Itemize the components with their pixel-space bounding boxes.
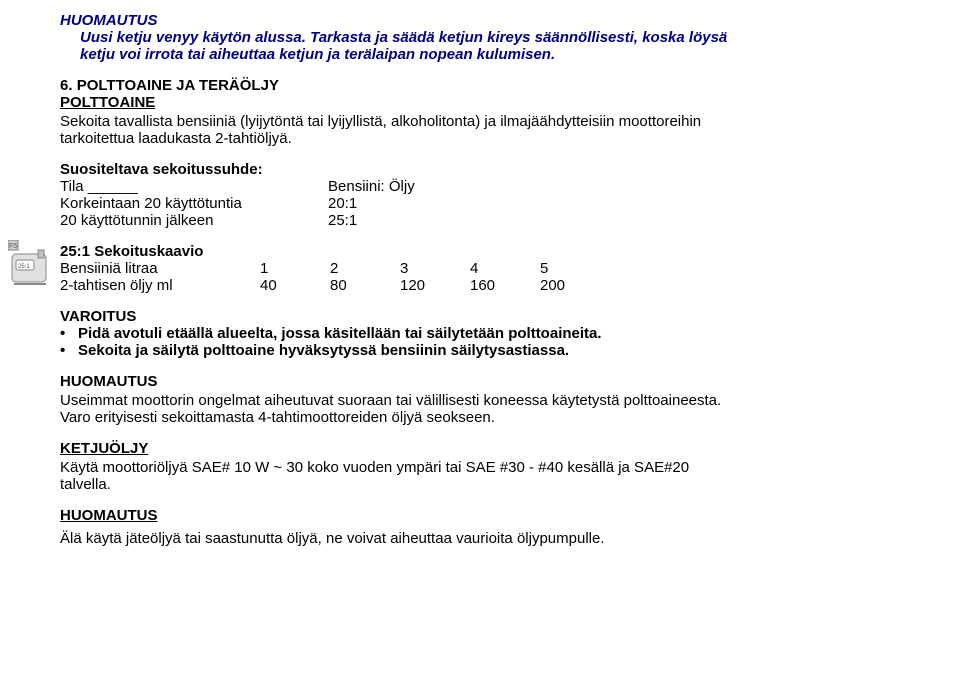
- mix-cell: 1: [260, 260, 330, 277]
- mix-cell: 5: [540, 260, 610, 277]
- paragraph-line: talvella.: [60, 476, 900, 493]
- bullet-icon: •: [60, 325, 78, 342]
- mix-row-label: 2-tahtisen öljy ml: [60, 277, 260, 294]
- section-subtitle: POLTTOAINE: [60, 94, 155, 111]
- paragraph-line: Sekoita tavallista bensiiniä (lyijytöntä…: [60, 113, 900, 130]
- mix-row-label: Bensiiniä litraa: [60, 260, 260, 277]
- chainoil-title: KETJUÖLJY: [60, 440, 900, 457]
- warning-item: Sekoita ja säilytä polttoaine hyväksytys…: [78, 342, 569, 359]
- ratio-tila-label: Tila ______: [60, 178, 320, 195]
- mix-heading: 25:1 Sekoituskaavio: [60, 243, 900, 260]
- mix-cell: 40: [260, 277, 330, 294]
- notice-body-line: ketju voi irrota tai aiheuttaa ketjun ja…: [80, 46, 900, 63]
- warning-item: Pidä avotuli etäällä alueelta, jossa käs…: [78, 325, 602, 342]
- paragraph-line: Varo erityisesti sekoittamasta 4-tahtimo…: [60, 409, 900, 426]
- ratio-header: Bensiini: Öljy: [328, 178, 448, 195]
- paragraph-line: tarkoitettua laadukasta 2-tahtiöljyä.: [60, 130, 900, 147]
- notice-title: HUOMAUTUS: [60, 507, 900, 524]
- ratio-row-value: 20:1: [328, 195, 448, 212]
- mix-cell: 3: [400, 260, 470, 277]
- mix-cell: 120: [400, 277, 470, 294]
- mix-cell: 2: [330, 260, 400, 277]
- notice-title: HUOMAUTUS: [60, 373, 900, 390]
- fuel-can-icon: F5 25:1: [8, 240, 52, 288]
- bullet-icon: •: [60, 342, 78, 359]
- mix-cell: 80: [330, 277, 400, 294]
- mix-cell: 200: [540, 277, 610, 294]
- ratio-row-label: 20 käyttötunnin jälkeen: [60, 212, 320, 229]
- mix-cell: 160: [470, 277, 540, 294]
- ratio-heading: Suositeltava sekoitussuhde:: [60, 161, 900, 178]
- notice-body-line: Uusi ketju venyy käytön alussa. Tarkasta…: [80, 29, 900, 46]
- warning-title: VAROITUS: [60, 308, 900, 325]
- paragraph-line: Älä käytä jäteöljyä tai saastunutta öljy…: [60, 530, 900, 547]
- notice-title: HUOMAUTUS: [60, 12, 900, 29]
- section-title: POLTTOAINE JA TERÄÖLJY: [77, 77, 279, 94]
- ratio-row-label: Korkeintaan 20 käyttötuntia: [60, 195, 320, 212]
- paragraph-line: Käytä moottoriöljyä SAE# 10 W ~ 30 koko …: [60, 459, 900, 476]
- svg-text:F5: F5: [9, 243, 17, 250]
- paragraph-line: Useimmat moottorin ongelmat aiheutuvat s…: [60, 392, 900, 409]
- svg-text:25:1: 25:1: [18, 264, 30, 270]
- mix-cell: 4: [470, 260, 540, 277]
- ratio-row-value: 25:1: [328, 212, 448, 229]
- section-number: 6.: [60, 77, 73, 94]
